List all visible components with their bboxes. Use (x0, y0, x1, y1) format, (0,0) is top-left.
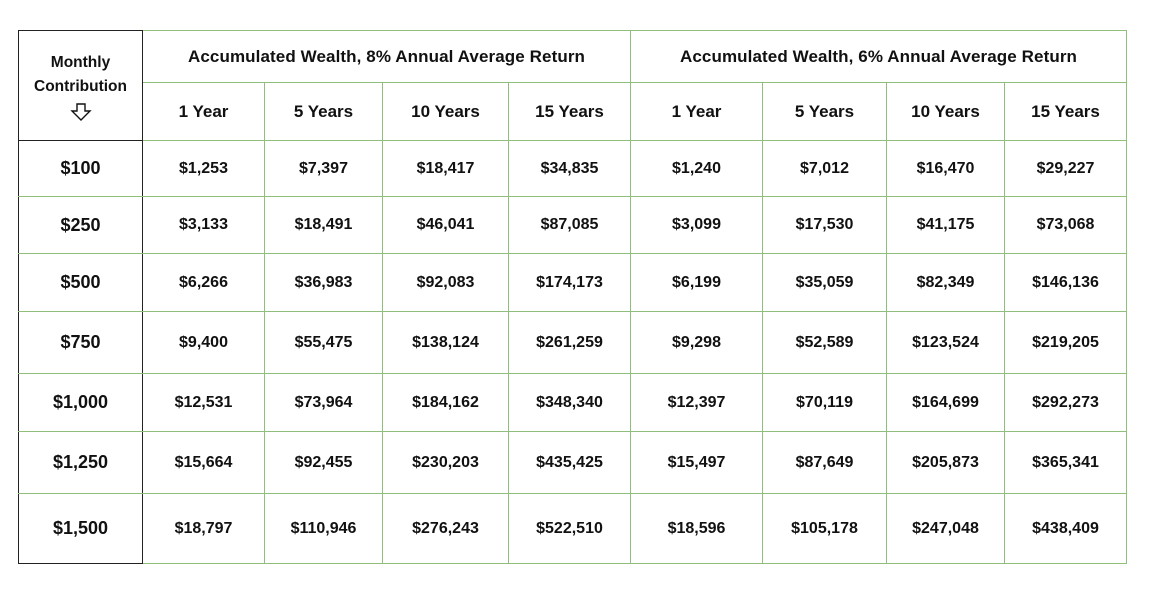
value-cell: $174,173 (508, 253, 631, 312)
table-row: $1,500 $18,797 $110,946 $276,243 $522,51… (18, 493, 1127, 564)
value-cell: $6,266 (142, 253, 265, 312)
value-cell: $164,699 (886, 373, 1005, 432)
row-header-line1: Monthly (50, 53, 111, 71)
value-cell: $123,524 (886, 311, 1005, 374)
value-cell: $18,417 (382, 140, 509, 197)
value-cell: $15,497 (630, 431, 763, 494)
value-cell: $35,059 (762, 253, 887, 312)
value-cell: $15,664 (142, 431, 265, 494)
table-row: $1,250 $15,664 $92,455 $230,203 $435,425… (18, 431, 1127, 494)
value-cell: $230,203 (382, 431, 509, 494)
value-cell: $18,596 (630, 493, 763, 564)
group-header-row: Monthly Contribution Accumulated Wealth,… (18, 30, 1127, 141)
value-cell: $438,409 (1004, 493, 1127, 564)
value-cell: $348,340 (508, 373, 631, 432)
value-cell: $18,797 (142, 493, 265, 564)
accumulated-wealth-table: Monthly Contribution Accumulated Wealth,… (18, 30, 1127, 564)
value-cell: $12,531 (142, 373, 265, 432)
value-cell: $1,253 (142, 140, 265, 197)
value-cell: $184,162 (382, 373, 509, 432)
value-cell: $110,946 (264, 493, 383, 564)
contribution-cell: $750 (18, 311, 143, 374)
value-cell: $3,133 (142, 196, 265, 254)
value-cell: $292,273 (1004, 373, 1127, 432)
value-cell: $1,240 (630, 140, 763, 197)
row-header-line2: Contribution (34, 77, 127, 95)
value-cell: $435,425 (508, 431, 631, 494)
wealth-table-container: Monthly Contribution Accumulated Wealth,… (18, 30, 1127, 564)
year-header: 5 Years (264, 82, 383, 141)
value-cell: $73,964 (264, 373, 383, 432)
value-cell: $365,341 (1004, 431, 1127, 494)
table-row: $1,000 $12,531 $73,964 $184,162 $348,340… (18, 373, 1127, 432)
value-cell: $92,083 (382, 253, 509, 312)
value-cell: $70,119 (762, 373, 887, 432)
value-cell: $146,136 (1004, 253, 1127, 312)
table-row: $750 $9,400 $55,475 $138,124 $261,259 $9… (18, 311, 1127, 374)
contribution-cell: $1,000 (18, 373, 143, 432)
year-header: 1 Year (630, 82, 763, 141)
year-header: 1 Year (142, 82, 265, 141)
value-cell: $7,397 (264, 140, 383, 197)
year-header: 5 Years (762, 82, 887, 141)
monthly-contribution-header: Monthly Contribution (18, 30, 143, 141)
value-cell: $261,259 (508, 311, 631, 374)
value-cell: $87,085 (508, 196, 631, 254)
value-cell: $41,175 (886, 196, 1005, 254)
value-cell: $46,041 (382, 196, 509, 254)
value-cell: $6,199 (630, 253, 763, 312)
value-cell: $34,835 (508, 140, 631, 197)
value-cell: $52,589 (762, 311, 887, 374)
year-header: 15 Years (508, 82, 631, 141)
group-header-8-percent: Accumulated Wealth, 8% Annual Average Re… (142, 30, 631, 83)
table-row: $250 $3,133 $18,491 $46,041 $87,085 $3,0… (18, 196, 1127, 254)
value-cell: $73,068 (1004, 196, 1127, 254)
value-cell: $219,205 (1004, 311, 1127, 374)
group-header-6-percent: Accumulated Wealth, 6% Annual Average Re… (630, 30, 1127, 83)
value-cell: $17,530 (762, 196, 887, 254)
value-cell: $12,397 (630, 373, 763, 432)
contribution-cell: $1,500 (18, 493, 143, 564)
year-header: 10 Years (886, 82, 1005, 141)
contribution-cell: $100 (18, 140, 143, 197)
value-cell: $522,510 (508, 493, 631, 564)
value-cell: $82,349 (886, 253, 1005, 312)
year-header: 15 Years (1004, 82, 1127, 141)
value-cell: $29,227 (1004, 140, 1127, 197)
down-arrow-icon (69, 102, 92, 121)
value-cell: $247,048 (886, 493, 1005, 564)
value-cell: $138,124 (382, 311, 509, 374)
contribution-cell: $500 (18, 253, 143, 312)
table-row: $500 $6,266 $36,983 $92,083 $174,173 $6,… (18, 253, 1127, 312)
value-cell: $3,099 (630, 196, 763, 254)
year-header: 10 Years (382, 82, 509, 141)
value-cell: $276,243 (382, 493, 509, 564)
contribution-cell: $1,250 (18, 431, 143, 494)
year-header-row: 1 Year 5 Years 10 Years 15 Years 1 Year … (19, 82, 1127, 141)
contribution-cell: $250 (18, 196, 143, 254)
value-cell: $16,470 (886, 140, 1005, 197)
value-cell: $9,400 (142, 311, 265, 374)
value-cell: $87,649 (762, 431, 887, 494)
value-cell: $7,012 (762, 140, 887, 197)
value-cell: $36,983 (264, 253, 383, 312)
value-cell: $105,178 (762, 493, 887, 564)
value-cell: $18,491 (264, 196, 383, 254)
value-cell: $92,455 (264, 431, 383, 494)
value-cell: $205,873 (886, 431, 1005, 494)
value-cell: $55,475 (264, 311, 383, 374)
table-row: $100 $1,253 $7,397 $18,417 $34,835 $1,24… (18, 140, 1127, 197)
value-cell: $9,298 (630, 311, 763, 374)
